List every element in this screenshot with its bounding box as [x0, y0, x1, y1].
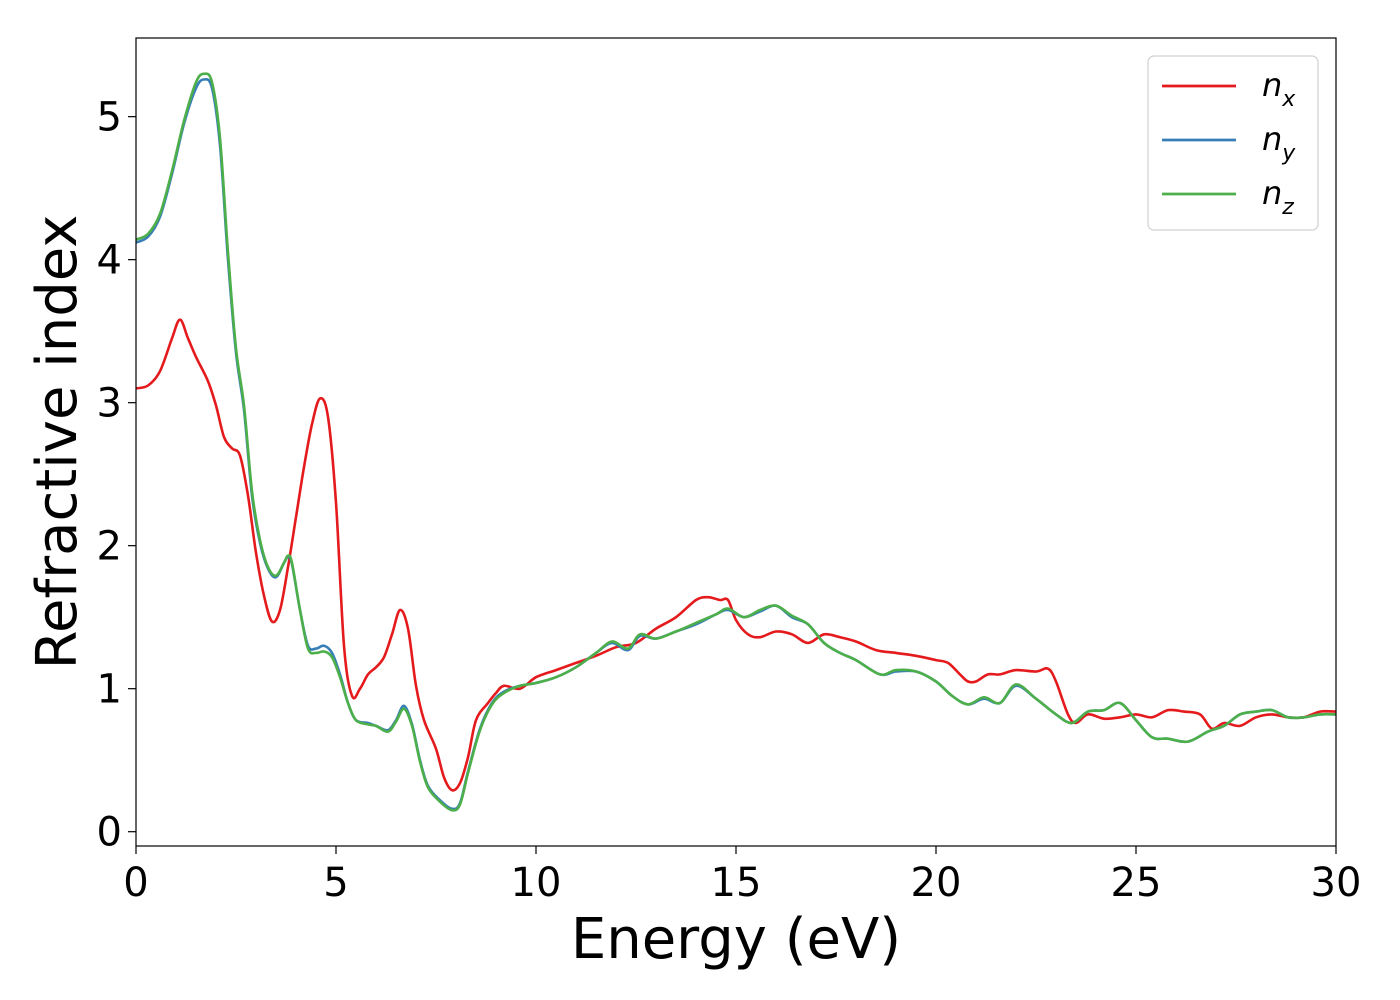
y-tick-label: 2	[97, 524, 122, 570]
y-tick-label: 5	[97, 95, 122, 141]
y-tick-label: 0	[97, 810, 122, 856]
legend-label-n-x: nx	[1262, 66, 1296, 112]
x-tick-label: 30	[1311, 860, 1362, 906]
x-tick-label: 15	[711, 860, 762, 906]
series-line-n-x	[136, 318, 1336, 792]
y-tick-label: 4	[97, 238, 122, 284]
x-tick-label: 25	[1111, 860, 1162, 906]
y-tick-label: 3	[97, 381, 122, 427]
plot-area	[136, 38, 1336, 846]
x-tick-label: 10	[511, 860, 562, 906]
y-axis-title: Refractive index	[25, 215, 90, 670]
series-line-n-z	[136, 72, 1336, 812]
x-axis-title: Energy (eV)	[571, 907, 901, 972]
legend-box	[1147, 55, 1319, 231]
legend: nx ny nz	[1147, 55, 1319, 231]
x-tick-label: 5	[323, 860, 348, 906]
legend-label-n-y: ny	[1262, 120, 1296, 166]
legend-label-n-z: nz	[1262, 174, 1294, 220]
y-tick-label: 1	[97, 667, 122, 713]
x-tick-label: 0	[123, 860, 148, 906]
x-tick-label: 20	[911, 860, 962, 906]
